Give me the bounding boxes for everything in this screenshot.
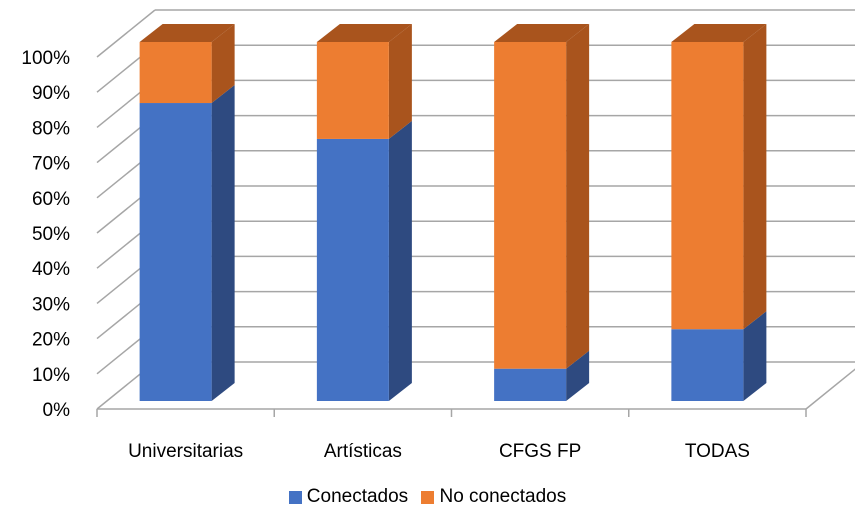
legend-label-no-conectados: No conectados (439, 486, 567, 507)
y-tick-label: 0% (43, 400, 71, 421)
bar-no-conectados (139, 42, 212, 104)
bar-side-no-conectados (566, 24, 590, 369)
legend-swatch-conectados (288, 490, 302, 504)
legend-label-conectados: Conectados (306, 486, 409, 507)
x-category-label: TODAS (685, 441, 750, 462)
bar-top (316, 24, 412, 42)
y-tick-label: 60% (32, 189, 70, 210)
y-tick-label: 40% (32, 259, 70, 280)
y-tick-label: 50% (32, 224, 70, 245)
legend-item-no-conectados: No conectados (421, 486, 566, 508)
y-tick-label: 90% (32, 83, 70, 104)
bar-side-conectados (743, 311, 767, 401)
bar-side-conectados (566, 350, 590, 401)
x-category-label: Universitarias (128, 441, 243, 462)
bar-side-conectados (388, 120, 412, 402)
floor-edge (805, 368, 855, 410)
y-tick-label: 20% (32, 330, 70, 351)
bar-side-conectados (211, 85, 235, 401)
y-tick-label: 30% (32, 294, 70, 315)
bar-no-conectados (671, 42, 744, 330)
chart-legend: Conectados No conectados (0, 486, 855, 510)
bar-side-no-conectados (743, 24, 767, 330)
legend-item-conectados: Conectados (288, 486, 409, 508)
x-category-label: Artísticas (324, 441, 402, 462)
y-tick-label: 80% (32, 118, 70, 139)
y-tick-label: 100% (21, 48, 70, 69)
x-category-label: CFGS FP (499, 441, 581, 462)
bar-conectados (494, 368, 567, 401)
y-tick-label: 70% (32, 154, 70, 175)
bar-top (139, 24, 235, 42)
bar-top (494, 24, 590, 42)
gridline-diagonal (96, 9, 156, 58)
bar-no-conectados (316, 42, 389, 139)
bar-conectados (316, 138, 389, 401)
bar-top (671, 24, 767, 42)
y-tick-label: 10% (32, 365, 70, 386)
bar-conectados (671, 329, 744, 401)
bar-no-conectados (494, 42, 567, 369)
bar-side-no-conectados (211, 24, 235, 104)
legend-swatch-no-conectados (421, 490, 435, 504)
bar-side-no-conectados (388, 24, 412, 139)
bar-conectados (139, 103, 212, 401)
